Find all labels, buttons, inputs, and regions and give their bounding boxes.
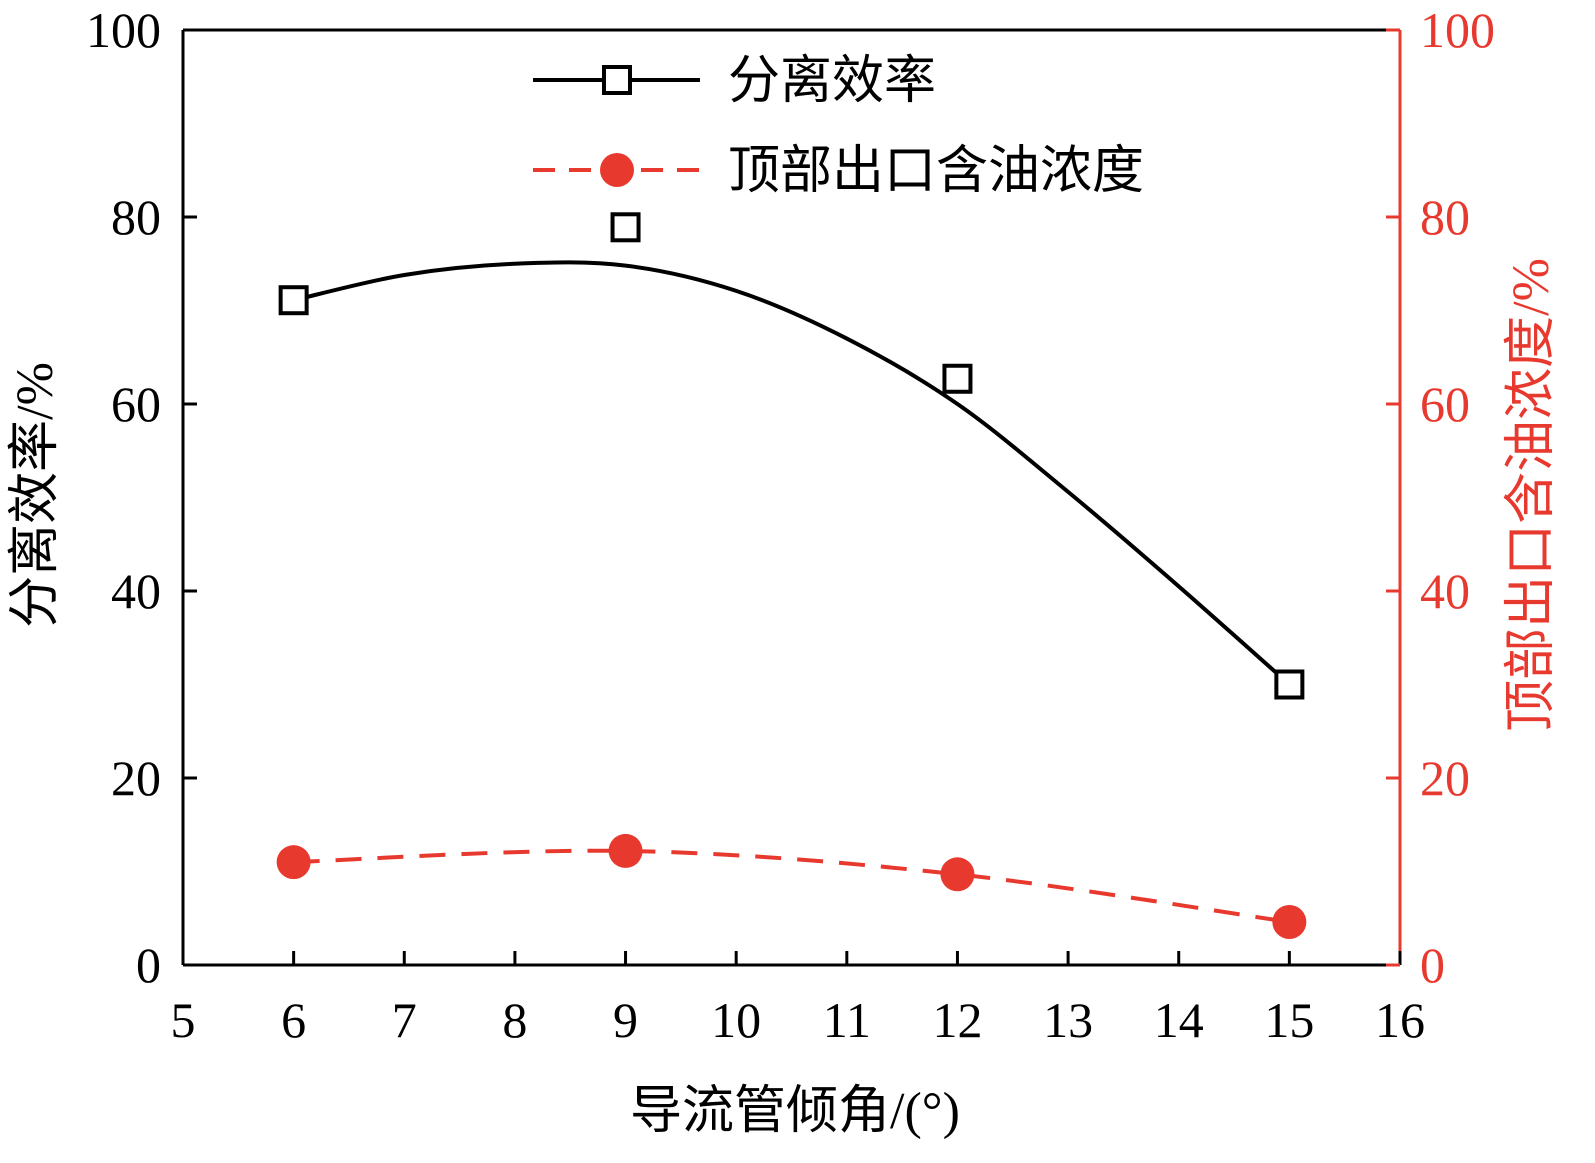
oil-concentration-point bbox=[608, 833, 643, 868]
y-left-tick-label: 60 bbox=[111, 376, 161, 432]
legend-label-separation-efficiency: 分离效率 bbox=[728, 53, 936, 110]
series-layer bbox=[276, 212, 1307, 939]
separation-efficiency-point bbox=[278, 285, 309, 316]
oil-concentration-point bbox=[276, 845, 311, 880]
y-right-tick-label: 80 bbox=[1420, 189, 1470, 245]
axes: 5 6 7 8 9 10 11 12 13 14 15 16020406080100020406080… bbox=[86, 2, 1495, 1048]
x-tick-label: 11 bbox=[823, 992, 871, 1048]
x-tick-label: 16 bbox=[1375, 992, 1425, 1048]
x-tick-label: 6 bbox=[281, 992, 306, 1048]
oil-concentration-line bbox=[293, 848, 1290, 924]
y-right-tick-label: 0 bbox=[1420, 937, 1445, 993]
y-left-tick-label: 100 bbox=[86, 2, 161, 58]
separation-efficiency-point bbox=[1274, 669, 1305, 700]
x-tick-label: 5 bbox=[171, 992, 196, 1048]
x-tick-label: 10 bbox=[711, 992, 761, 1048]
legend-label-oil-concentration: 顶部出口含油浓度 bbox=[728, 143, 1144, 200]
x-tick-label: 14 bbox=[1154, 992, 1204, 1048]
x-tick-label: 13 bbox=[1043, 992, 1093, 1048]
separation-efficiency-point bbox=[610, 212, 641, 243]
y-left-tick-label: 80 bbox=[111, 189, 161, 245]
y-axis-left-label: 分离效率/% bbox=[7, 362, 64, 628]
y-right-tick-label: 100 bbox=[1420, 2, 1495, 58]
separation-efficiency-fit-line bbox=[293, 260, 1291, 686]
y-right-tick-label: 60 bbox=[1420, 376, 1470, 432]
x-tick-label: 12 bbox=[932, 992, 982, 1048]
separation-efficiency-point bbox=[942, 363, 973, 394]
x-axis-label: 导流管倾角/(°) bbox=[630, 1083, 960, 1140]
legend-marker-oil-concentration bbox=[600, 153, 634, 187]
legend-marker-separation-efficiency bbox=[602, 65, 632, 95]
x-tick-label: 15 bbox=[1264, 992, 1314, 1048]
y-left-tick-label: 20 bbox=[111, 750, 161, 806]
x-tick-label: 8 bbox=[502, 992, 527, 1048]
y-left-tick-label: 40 bbox=[111, 563, 161, 619]
oil-concentration-point bbox=[940, 857, 975, 892]
y-right-tick-label: 20 bbox=[1420, 750, 1470, 806]
y-axis-right-label: 顶部出口含油浓度/% bbox=[1503, 258, 1560, 732]
y-right-tick-label: 40 bbox=[1420, 563, 1470, 619]
x-tick-label: 9 bbox=[613, 992, 638, 1048]
oil-concentration-point bbox=[1272, 904, 1307, 939]
x-tick-label: 7 bbox=[392, 992, 417, 1048]
y-left-tick-label: 0 bbox=[136, 937, 161, 993]
